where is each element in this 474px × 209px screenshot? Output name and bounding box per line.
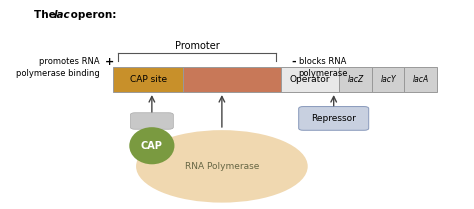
Text: lacY: lacY: [380, 75, 396, 84]
Ellipse shape: [129, 127, 174, 164]
FancyBboxPatch shape: [404, 67, 437, 92]
FancyBboxPatch shape: [130, 113, 173, 129]
Ellipse shape: [136, 130, 308, 203]
Text: lacZ: lacZ: [347, 75, 364, 84]
Text: CAP: CAP: [141, 141, 163, 151]
Text: operon:: operon:: [67, 10, 117, 20]
Text: lacA: lacA: [412, 75, 429, 84]
FancyBboxPatch shape: [183, 67, 281, 92]
Text: Promoter: Promoter: [174, 41, 219, 51]
Text: CAP site: CAP site: [130, 75, 167, 84]
Text: +: +: [104, 57, 114, 67]
Text: promotes RNA: promotes RNA: [39, 57, 100, 66]
Text: -: -: [291, 57, 295, 67]
Text: Operator: Operator: [290, 75, 330, 84]
Text: polymerase: polymerase: [299, 69, 348, 78]
Text: The: The: [35, 10, 60, 20]
Text: blocks RNA: blocks RNA: [299, 57, 346, 66]
Text: RNA Polymerase: RNA Polymerase: [185, 162, 259, 171]
Text: Repressor: Repressor: [311, 114, 356, 123]
FancyBboxPatch shape: [372, 67, 404, 92]
FancyBboxPatch shape: [113, 67, 183, 92]
Text: lac: lac: [54, 10, 71, 20]
FancyBboxPatch shape: [299, 107, 369, 130]
FancyBboxPatch shape: [281, 67, 339, 92]
Text: polymerase binding: polymerase binding: [16, 69, 100, 78]
FancyBboxPatch shape: [339, 67, 372, 92]
